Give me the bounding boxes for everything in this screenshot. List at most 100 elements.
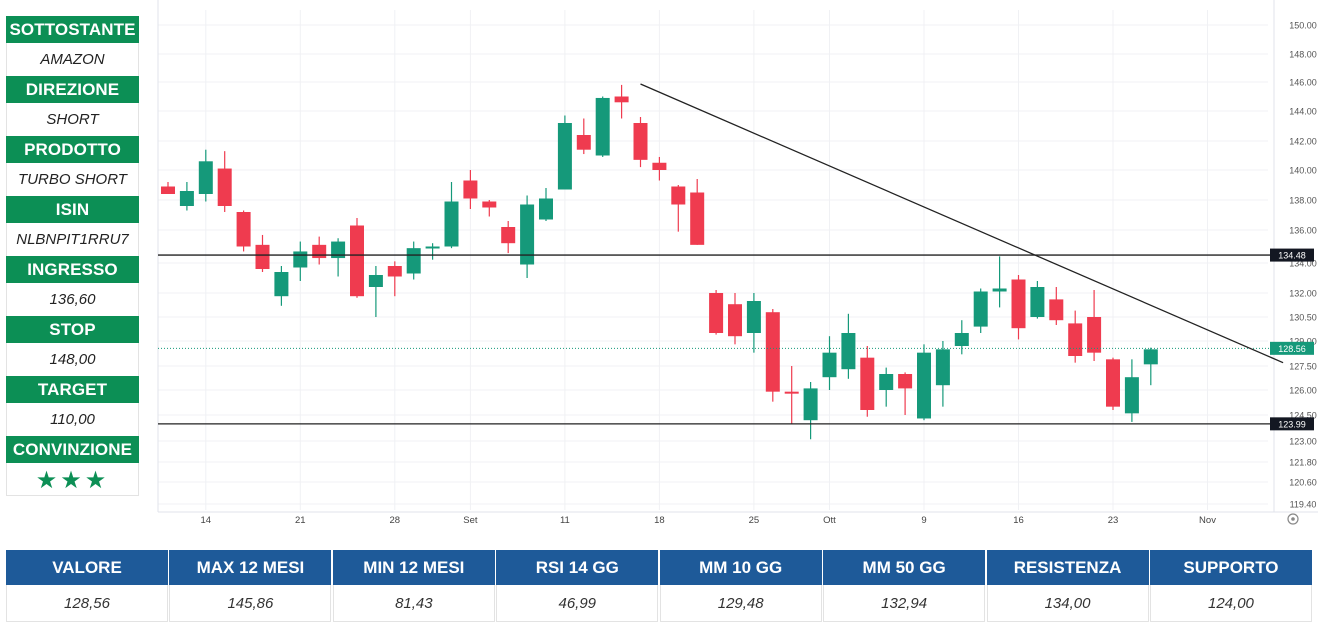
candle-body bbox=[425, 246, 440, 249]
y-tick-label: 148.00 bbox=[1289, 50, 1317, 60]
candle bbox=[425, 243, 440, 260]
candle-body bbox=[633, 123, 648, 160]
candle bbox=[539, 188, 553, 221]
candle-body bbox=[728, 304, 742, 337]
support-badge-bg bbox=[1270, 417, 1314, 431]
candle bbox=[633, 117, 648, 168]
time-axis: 14 21 28 Set 11 18 25 Ott 9 16 23 Nov bbox=[201, 515, 1217, 526]
stats-value-row: 128,56 145,86 81,43 46,99 129,48 132,94 … bbox=[6, 585, 1312, 622]
candle bbox=[217, 151, 232, 212]
candle-body bbox=[992, 288, 1007, 292]
stats-cell-mm10: 129,48 bbox=[659, 585, 822, 622]
x-tick-label: Set bbox=[463, 515, 478, 526]
candle bbox=[879, 367, 894, 407]
candle-body bbox=[576, 135, 591, 150]
chart-grid bbox=[157, 0, 1318, 513]
x-tick-label: 23 bbox=[1108, 515, 1119, 526]
product-label: PRODOTTO bbox=[6, 136, 139, 163]
candle-body bbox=[595, 97, 610, 156]
stats-cell-value: 128,56 bbox=[6, 585, 168, 622]
side-item-entry: INGRESSO 136,60 bbox=[6, 256, 139, 316]
candle-body bbox=[671, 186, 686, 205]
candle-body bbox=[444, 201, 459, 247]
candle-body bbox=[690, 192, 705, 245]
x-tick-label: Ott bbox=[823, 515, 836, 526]
candle bbox=[293, 241, 308, 281]
candle-body bbox=[236, 212, 251, 247]
entry-label: INGRESSO bbox=[6, 256, 139, 283]
target-value: 110,00 bbox=[6, 403, 139, 436]
y-tick-label: 146.00 bbox=[1289, 78, 1317, 88]
side-item-conviction: CONVINZIONE ★★★ bbox=[6, 436, 139, 496]
y-tick-label: 134.00 bbox=[1289, 259, 1317, 269]
trade-info-panel: SOTTOSTANTE AMAZON DIREZIONE SHORT PRODO… bbox=[6, 16, 139, 496]
chart-lines bbox=[158, 83, 1284, 425]
candle bbox=[482, 200, 497, 217]
conviction-stars: ★★★ bbox=[6, 463, 139, 496]
candle bbox=[1068, 310, 1083, 363]
candle-body bbox=[501, 227, 516, 244]
settings-icon[interactable] bbox=[1287, 513, 1299, 525]
candle-body bbox=[841, 333, 856, 370]
candle-body bbox=[1068, 323, 1083, 356]
candle bbox=[1124, 359, 1139, 422]
last-price-badge-bg bbox=[1270, 341, 1314, 355]
candle bbox=[198, 149, 213, 202]
support-badge: 123.99 bbox=[1270, 417, 1314, 431]
stop-value: 148,00 bbox=[6, 343, 139, 376]
candle-body bbox=[652, 162, 667, 170]
y-tick-label: 138.00 bbox=[1289, 196, 1317, 206]
candle-body bbox=[350, 225, 364, 297]
price-chart[interactable]: 150.00 148.00 146.00 144.00 142.00 140.00 138.… bbox=[0, 0, 1322, 540]
candle bbox=[463, 170, 478, 209]
side-item-underlying: SOTTOSTANTE AMAZON bbox=[6, 16, 139, 76]
candle-body bbox=[954, 333, 969, 346]
side-item-target: TARGET 110,00 bbox=[6, 376, 139, 436]
candle-body bbox=[198, 161, 213, 194]
stats-cell-mm50: 132,94 bbox=[823, 585, 986, 622]
x-tick-label: 25 bbox=[749, 515, 760, 526]
candle-body bbox=[879, 374, 894, 390]
candle bbox=[992, 256, 1007, 308]
side-item-direction: DIREZIONE SHORT bbox=[6, 76, 139, 136]
y-tick-label: 140.00 bbox=[1289, 166, 1317, 176]
candle bbox=[255, 234, 270, 272]
last-price-badge-text: 128.56 bbox=[1278, 344, 1306, 354]
last-price-badge: 128.56 bbox=[1270, 341, 1314, 355]
y-tick-label: 126.00 bbox=[1289, 386, 1317, 396]
candle-body bbox=[255, 244, 270, 269]
x-tick-label: 11 bbox=[560, 515, 570, 526]
price-axis: 150.00 148.00 146.00 144.00 142.00 140.00 138.… bbox=[1270, 21, 1317, 510]
candle-body bbox=[1143, 349, 1158, 365]
entry-value: 136,60 bbox=[6, 283, 139, 316]
candle bbox=[1087, 290, 1102, 361]
candle bbox=[444, 182, 459, 249]
x-tick-label: 18 bbox=[654, 515, 665, 526]
candle bbox=[1049, 287, 1064, 325]
candle-body bbox=[803, 388, 818, 421]
stats-header-min: MIN 12 MESI bbox=[332, 550, 495, 585]
side-item-stop: STOP 148,00 bbox=[6, 316, 139, 376]
candle bbox=[236, 210, 251, 252]
candle-body bbox=[217, 168, 232, 206]
candle-body bbox=[917, 352, 931, 419]
underlying-label: SOTTOSTANTE bbox=[6, 16, 139, 43]
candle bbox=[803, 382, 818, 440]
candle bbox=[1106, 357, 1120, 410]
candle-body bbox=[784, 391, 799, 394]
x-tick-label: 14 bbox=[201, 515, 212, 526]
trend-line bbox=[640, 83, 1284, 364]
candle-body bbox=[1106, 359, 1120, 407]
resistance-badge-bg bbox=[1270, 248, 1314, 262]
candle bbox=[690, 179, 705, 245]
conviction-label: CONVINZIONE bbox=[6, 436, 139, 463]
stats-header-value: VALORE bbox=[6, 550, 168, 585]
candle-body bbox=[614, 96, 629, 103]
candle bbox=[954, 320, 969, 355]
candle bbox=[520, 195, 535, 278]
candle bbox=[331, 238, 346, 277]
candle-body bbox=[539, 198, 553, 220]
candle bbox=[973, 288, 988, 333]
candle bbox=[274, 266, 289, 306]
candle bbox=[1030, 281, 1045, 319]
